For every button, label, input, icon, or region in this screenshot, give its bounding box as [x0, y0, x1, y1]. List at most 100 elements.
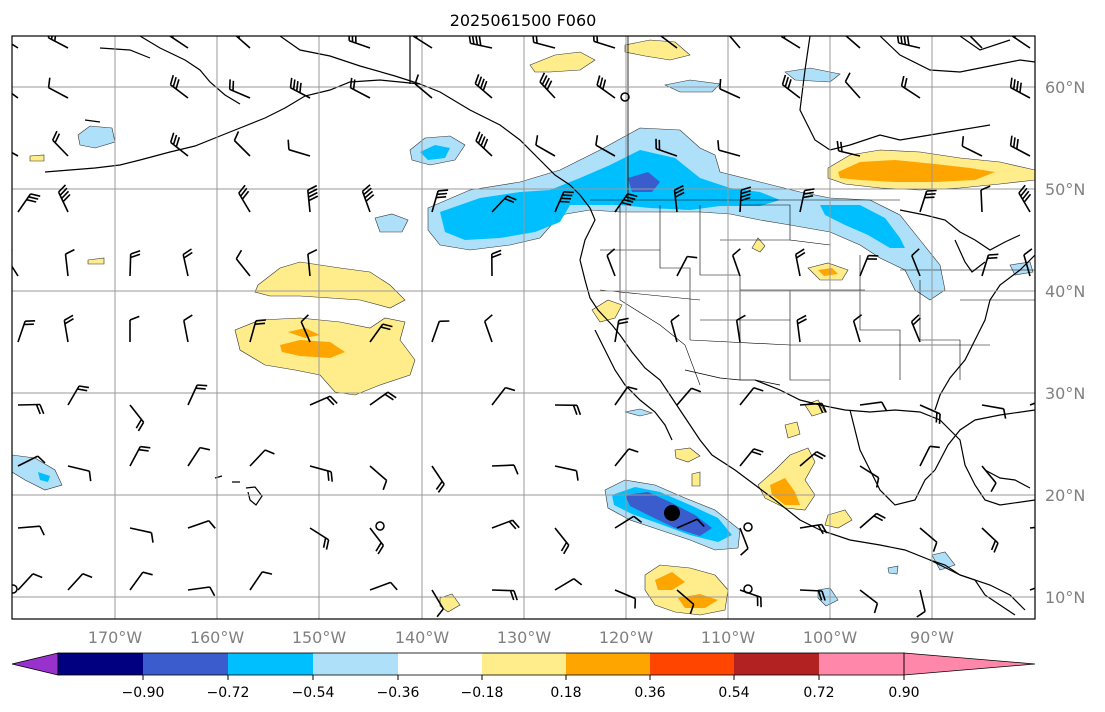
- wind-barb-flag: [873, 515, 884, 522]
- wind-barb-flag: [596, 36, 599, 43]
- wind-barb-flag: [197, 384, 208, 387]
- wind-barb: [17, 193, 32, 213]
- wind-barb-flag: [39, 525, 45, 536]
- wind-barb-flag: [906, 36, 910, 46]
- wind-barb: [554, 527, 570, 546]
- wind-barb: [17, 525, 40, 529]
- map-panel: [0, 26, 1036, 620]
- lon-label: 110°W: [701, 628, 756, 647]
- wind-barb-flag: [389, 581, 398, 591]
- wind-barb: [844, 36, 861, 49]
- wind-barb-flag: [1012, 137, 1016, 148]
- wind-barb: [655, 148, 678, 157]
- wind-barb-flag: [437, 483, 445, 493]
- contour-pos-mod-mexico: [770, 478, 800, 505]
- wind-barb-flag: [307, 188, 318, 195]
- wind-barb: [554, 191, 565, 213]
- wind-barb-flag: [932, 541, 938, 552]
- wind-barb: [719, 88, 741, 99]
- contour-pos-weak-pac1: [254, 261, 406, 309]
- contour-pos-mod-sw: [655, 572, 718, 608]
- wind-barb: [17, 455, 39, 467]
- wind-barb: [129, 253, 132, 277]
- wind-barb: [431, 321, 441, 343]
- wind-barb: [799, 589, 823, 592]
- wind-barb-flag: [435, 480, 443, 490]
- colorbar-tick-label: −0.90: [122, 685, 165, 701]
- wind-barb-flag: [618, 317, 629, 322]
- wind-barb-flag: [817, 403, 824, 414]
- wind-barb: [981, 527, 999, 544]
- lon-label: 120°W: [599, 628, 654, 647]
- wind-barb-flag: [674, 188, 685, 195]
- wind-barb-flag: [172, 76, 177, 88]
- wind-barb-flag: [140, 445, 151, 449]
- wind-barb-flag: [352, 79, 356, 90]
- wind-barb-flag: [916, 610, 926, 618]
- wind-barb: [52, 139, 69, 157]
- lon-label: 150°W: [292, 628, 347, 647]
- wind-barb: [249, 449, 266, 467]
- wind-barb-flag: [689, 604, 695, 614]
- wind-barb: [491, 387, 507, 406]
- wind-barb-flag: [990, 540, 997, 551]
- wind-barb-flag: [299, 82, 302, 93]
- colorbar: −0.90 −0.72 −0.54 −0.36 −0.18 0.18 0.36 …: [11, 652, 1036, 701]
- wind-barb: [431, 465, 445, 485]
- wind-barb-flag: [82, 572, 93, 579]
- wind-barb-flag: [938, 413, 941, 424]
- wind-barb: [235, 258, 251, 277]
- contour-pos-weak-pac9: [29, 154, 45, 162]
- wind-barb-flag: [384, 393, 394, 401]
- wind-barb: [739, 448, 755, 467]
- wind-barb: [596, 84, 616, 99]
- wind-barb: [187, 384, 198, 406]
- wind-barb: [229, 88, 251, 99]
- wind-barb: [539, 81, 556, 99]
- longitude-labels: 170°W 160°W 150°W 140°W 130°W 120°W 110°…: [88, 628, 954, 647]
- wind-barb: [673, 190, 678, 213]
- wind-barb: [1029, 402, 1035, 406]
- wind-barb-flag: [0, 26, 2, 36]
- wind-barb-flag: [65, 248, 75, 255]
- wind-barb-flag: [170, 26, 172, 36]
- wind-barb-flag: [195, 387, 206, 390]
- wind-barb-flag: [64, 318, 74, 325]
- wind-barb: [491, 589, 515, 592]
- wind-barb: [554, 465, 577, 472]
- wind-barb: [614, 515, 635, 529]
- wind-barb-flag: [753, 387, 764, 392]
- wind-barb-flag: [77, 388, 88, 392]
- colorbar-bin: [566, 653, 650, 675]
- wind-barb: [288, 148, 311, 157]
- wind-barb-flag: [142, 571, 153, 576]
- wind-barb-flag: [719, 78, 722, 89]
- wind-barb-flag: [78, 385, 90, 389]
- contour-pos-weak-pac11: [691, 471, 701, 487]
- wind-barb: [12, 151, 19, 157]
- wind-barb-flag: [674, 191, 685, 198]
- wind-barb: [491, 464, 515, 467]
- lon-label: 90°W: [910, 628, 954, 647]
- wind-barb-flag: [925, 193, 936, 196]
- wind-barb: [595, 144, 616, 157]
- wind-barb: [859, 589, 878, 605]
- wind-barb-flag: [0, 75, 3, 85]
- colorbar-tick-label: 0.90: [888, 685, 919, 701]
- wind-barb-flag: [325, 539, 330, 550]
- contour-pos-weak-baja: [591, 299, 623, 323]
- contour-pos-mod-canada: [838, 160, 995, 182]
- wind-barb: [369, 323, 384, 343]
- colorbar-tick-label: 0.72: [803, 685, 834, 701]
- wind-barb: [17, 403, 41, 406]
- wind-barb: [307, 190, 311, 213]
- wind-barb-flag: [696, 518, 705, 527]
- wind-barb-flag: [137, 421, 145, 432]
- wind-barb-flag: [300, 314, 309, 323]
- colorbar-tick-label: −0.54: [292, 685, 335, 701]
- contour-pos-weak-pac6: [784, 421, 801, 439]
- wind-barb: [309, 527, 330, 541]
- wind-barb-flag: [239, 187, 248, 197]
- wind-barb: [307, 254, 311, 277]
